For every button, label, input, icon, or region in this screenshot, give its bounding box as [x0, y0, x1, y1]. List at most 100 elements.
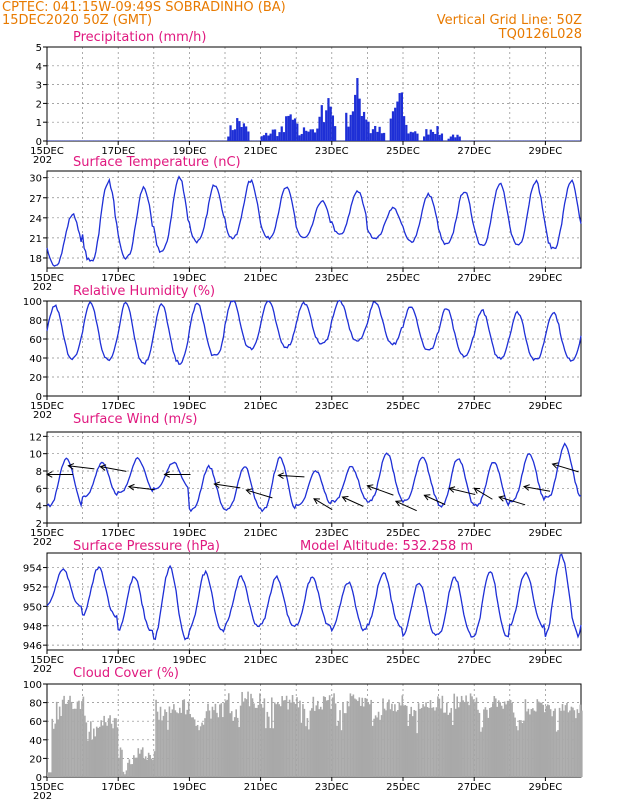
precip-bar: [447, 138, 450, 141]
x-tick-label: 21DEC: [244, 273, 278, 284]
cloud-bar: [155, 699, 157, 777]
y-tick-label: 4: [36, 62, 42, 73]
cloud-bar: [265, 728, 267, 777]
cloud-bar: [342, 702, 344, 777]
y-tick-label: 0: [36, 773, 42, 784]
cloud-bar: [106, 725, 108, 777]
precip-bar: [236, 118, 239, 141]
precip-bar: [449, 136, 452, 141]
x-tick-label: 29DEC: [529, 782, 563, 793]
cloud-bar: [444, 712, 447, 777]
cloud-bar: [505, 704, 507, 777]
wind-arrow-shaft: [246, 489, 273, 499]
cloud-bar: [557, 730, 559, 777]
precip-bar: [309, 129, 312, 141]
x-tick-label: 23DEC: [315, 146, 349, 157]
wind-arrow-shaft: [523, 486, 551, 492]
cloud-bar: [122, 771, 125, 777]
precip-bar: [334, 126, 337, 141]
precip-bar: [287, 115, 290, 141]
series-line-temp: [46, 175, 582, 267]
x-tick-label: 25DEC: [386, 528, 420, 539]
x-tick-label: 21DEC: [244, 146, 278, 157]
cloud-bar: [327, 700, 329, 777]
cloud-bar: [569, 710, 571, 777]
cloud-bar: [270, 697, 273, 777]
cloud-bar: [88, 731, 91, 777]
cloud-bar: [466, 701, 469, 777]
precip-bar: [382, 132, 386, 141]
precip-bar: [262, 135, 266, 141]
x-tick-label: 21DEC: [244, 528, 278, 539]
cloud-bar: [251, 698, 254, 777]
cloud-bar: [138, 753, 141, 777]
cloud-bar: [503, 701, 506, 777]
x-tick-label: 27DEC: [457, 528, 491, 539]
y-tick-label: 946: [23, 641, 42, 652]
cloud-bar: [66, 703, 68, 777]
y-tick-label: 0: [36, 392, 42, 403]
cloud-bar: [499, 702, 502, 777]
cloud-bar: [493, 696, 496, 777]
cloud-bar: [208, 710, 211, 777]
wind-arrow-head: [551, 462, 559, 469]
cloud-bar: [419, 708, 421, 777]
x-tick-label: 27DEC: [457, 782, 491, 793]
cloud-bar: [190, 717, 193, 777]
x-tick-label: 17DEC: [101, 401, 135, 412]
cloud-bar: [481, 727, 484, 777]
precip-bar: [276, 136, 279, 141]
cloud-bar: [543, 712, 546, 777]
cloud-bar: [480, 731, 482, 777]
x-tick-label: 19DEC: [173, 528, 207, 539]
y-tick-label: 948: [23, 622, 42, 633]
cloud-bar: [337, 721, 340, 777]
cloud-bar: [306, 718, 309, 777]
cloud-bar: [101, 725, 104, 777]
cloud-bar: [186, 709, 189, 777]
x-tick-label: 23DEC: [315, 273, 349, 284]
cloud-bar: [278, 704, 280, 777]
wind-arrow-head: [341, 496, 349, 503]
wind-arrow-head: [366, 484, 374, 491]
cloud-bar: [408, 713, 411, 777]
cloud-bar: [60, 715, 62, 777]
cloud-bar: [226, 699, 229, 777]
cloud-bar: [345, 713, 347, 777]
cloud-bar: [103, 715, 105, 777]
x-tick-label: 15DEC: [30, 273, 64, 284]
wind-arrow-head: [473, 487, 481, 494]
cloud-bar: [100, 720, 102, 777]
y-tick-label: 30: [29, 174, 42, 185]
y-tick-label: 40: [29, 354, 42, 365]
cloud-bar: [78, 700, 80, 777]
precip-bar: [247, 131, 250, 141]
cloud-bar: [536, 699, 539, 777]
cloud-bar: [508, 700, 510, 777]
cloud-bar: [64, 703, 67, 777]
cloud-bar: [245, 699, 248, 777]
cloud-bar: [434, 710, 436, 777]
cloud-bar: [110, 723, 113, 777]
cloud-bar: [90, 721, 92, 777]
precip-bar: [365, 119, 368, 141]
precip-bar: [238, 121, 241, 141]
cloud-bar: [219, 704, 221, 777]
y-tick-label: 2: [36, 519, 42, 530]
precip-bar: [458, 136, 461, 141]
cloud-bar: [125, 770, 128, 777]
cloud-bar: [355, 699, 358, 777]
cloud-bar: [227, 693, 230, 777]
y-tick-label: 1: [36, 118, 42, 129]
x-tick-label: 19DEC: [173, 401, 207, 412]
cloud-bar: [233, 717, 236, 777]
cloud-bar: [417, 703, 420, 777]
cloud-bar: [339, 710, 341, 777]
cloud-bar: [241, 691, 243, 777]
cloud-bar: [331, 697, 334, 777]
cloud-bar: [91, 739, 94, 777]
cloud-bar: [374, 715, 377, 777]
cloud-bar: [354, 698, 356, 777]
cloud-bar: [315, 705, 318, 777]
